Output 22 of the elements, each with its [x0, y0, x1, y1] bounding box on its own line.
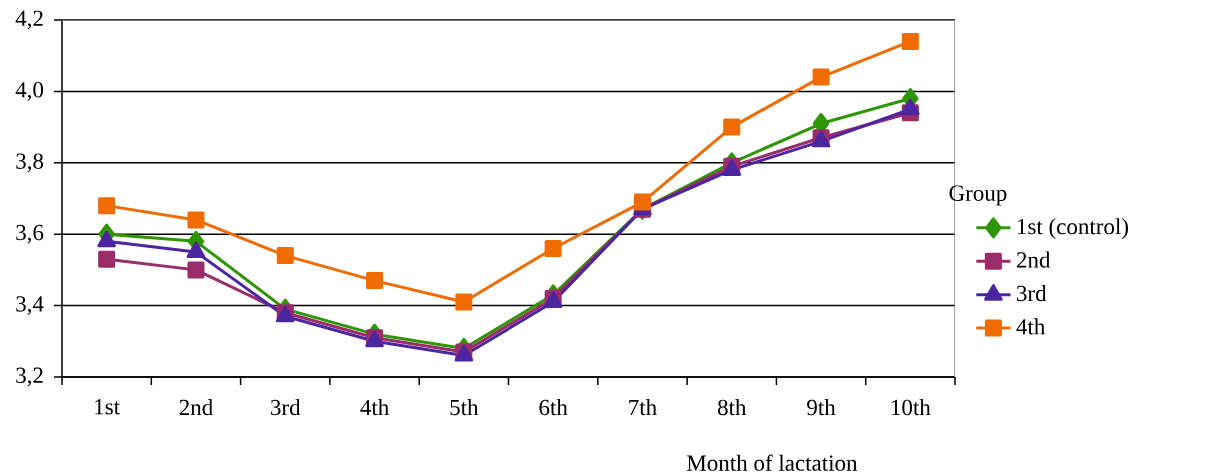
y-tick-label: 4,0	[15, 81, 44, 101]
y-tick-label: 3,6	[16, 224, 44, 244]
x-tick-label: 4th	[360, 399, 389, 416]
legend-label: 3rd	[1017, 284, 1047, 302]
x-tick-label: 10th	[891, 399, 931, 416]
x-tick-label: 5th	[450, 399, 479, 416]
y-tick-label: 3,2	[16, 367, 43, 387]
y-tick-label: 3,4	[16, 296, 44, 315]
x-tick-label: 7th	[629, 399, 657, 416]
x-tick-label: 3rd	[271, 399, 301, 416]
x-tick-label: 2nd	[179, 399, 213, 416]
x-axis-title: Month of lactation	[687, 454, 858, 471]
legend-title: Group	[949, 185, 1007, 206]
legend-label: 4th	[1016, 318, 1046, 335]
legend-label: 2nd	[1016, 251, 1051, 268]
x-tick-label: 9th	[807, 399, 836, 416]
legend-label: 1st (control)	[1017, 218, 1128, 239]
x-tick-label: 1st	[95, 399, 120, 415]
y-tick-label: 4,2	[15, 10, 43, 30]
y-tick-label: 3,8	[16, 153, 44, 173]
x-tick-label: 8th	[717, 399, 747, 416]
x-tick-label: 6th	[539, 399, 568, 416]
